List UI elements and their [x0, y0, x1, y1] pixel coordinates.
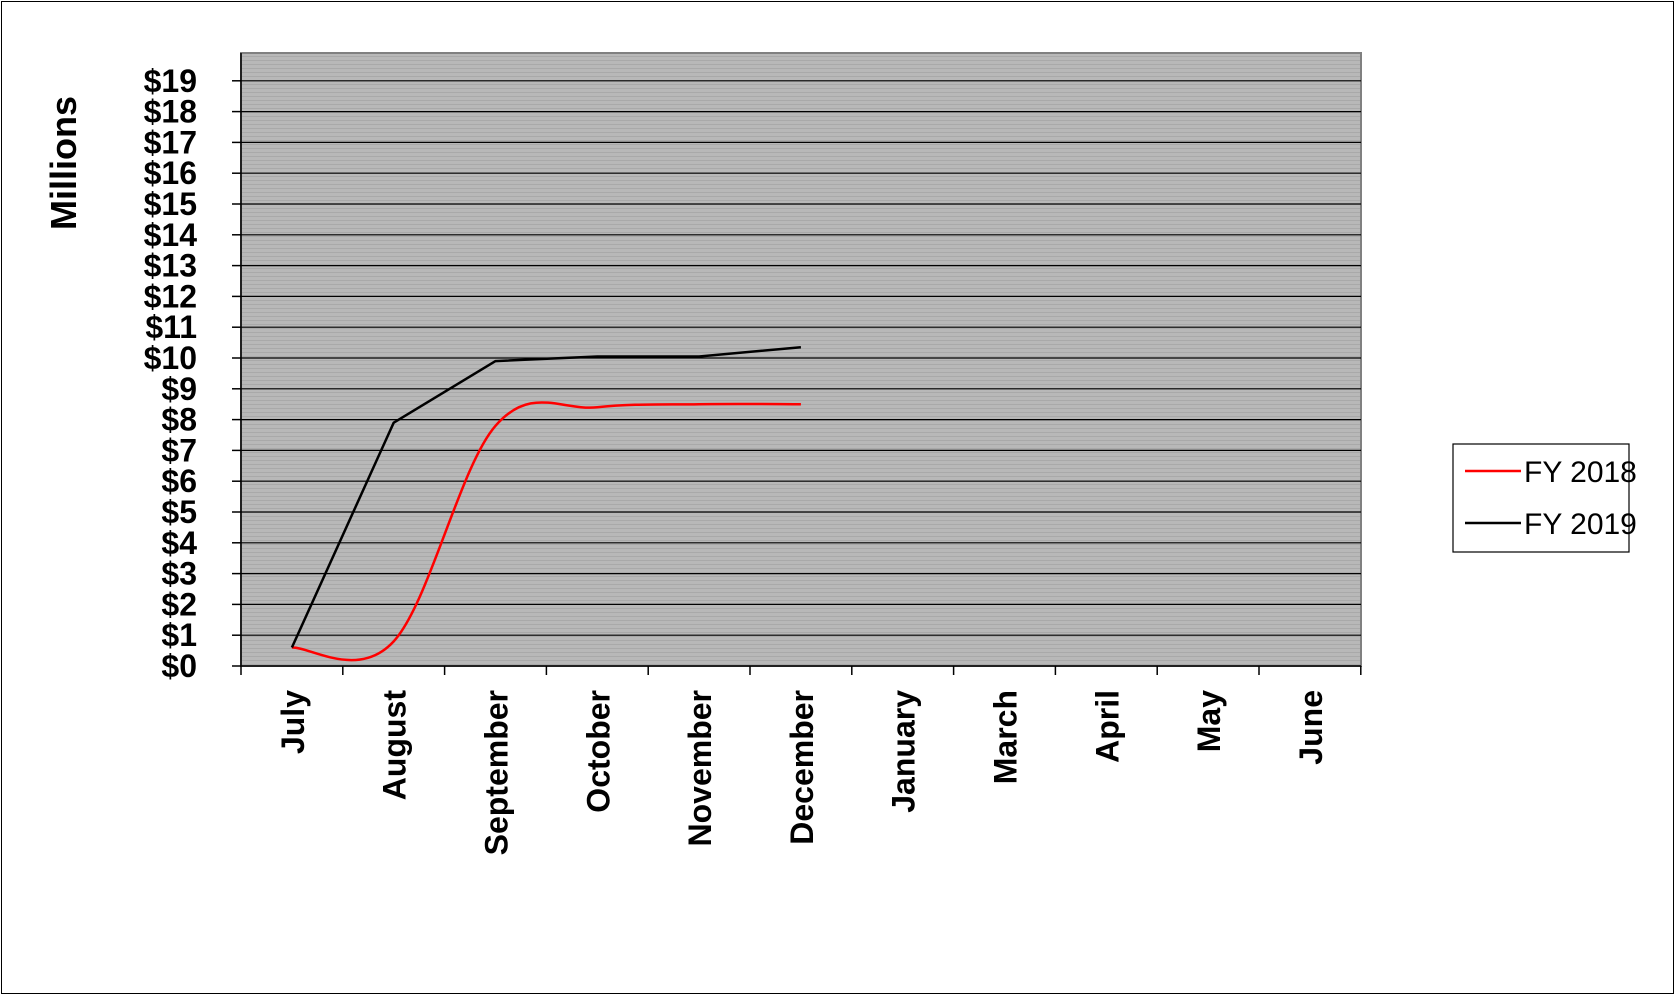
y-tick-label: $18	[144, 94, 197, 130]
x-tick-label: September	[479, 690, 515, 855]
y-tick-label: $13	[144, 248, 197, 284]
y-tick-label: $16	[144, 155, 197, 191]
y-axis-title: Millions	[43, 96, 84, 230]
y-tick-label: $11	[145, 309, 197, 345]
x-tick-label: January	[886, 690, 922, 813]
x-tick-label: October	[580, 690, 616, 813]
y-tick-label: $1	[161, 617, 197, 653]
x-tick-label: August	[377, 690, 413, 801]
y-tick-label: $8	[161, 402, 197, 438]
y-tick-label: $0	[161, 648, 197, 684]
y-tick-label: $6	[161, 463, 197, 499]
x-tick-label: November	[682, 690, 718, 847]
y-tick-label: $3	[161, 556, 197, 592]
series-line-fy-2018	[291, 401, 801, 662]
x-tick-label: May	[1191, 690, 1227, 752]
y-tick-label: $10	[144, 340, 197, 376]
y-tick-label: $7	[161, 432, 197, 468]
x-tick-label: March	[988, 690, 1024, 784]
y-tick-label: $15	[144, 186, 197, 222]
y-tick-label: $2	[161, 586, 197, 622]
legend-label: FY 2018	[1524, 456, 1637, 489]
x-tick-label: December	[784, 690, 820, 845]
x-tick-label: June	[1293, 690, 1329, 765]
y-tick-label: $5	[161, 494, 197, 530]
x-tick-label: July	[275, 690, 311, 754]
y-tick-label: $14	[144, 217, 198, 253]
series-line-fy-2019	[290, 345, 802, 649]
y-tick-label: $17	[144, 124, 197, 160]
y-tick-label: $12	[144, 278, 197, 314]
y-tick-label: $9	[161, 371, 197, 407]
x-tick-label: April	[1089, 690, 1125, 763]
legend-box	[1452, 443, 1630, 553]
legend-label: FY 2019	[1524, 508, 1637, 541]
y-tick-label: $4	[161, 525, 197, 561]
y-tick-label: $19	[144, 63, 197, 99]
plot-area	[240, 52, 1362, 667]
